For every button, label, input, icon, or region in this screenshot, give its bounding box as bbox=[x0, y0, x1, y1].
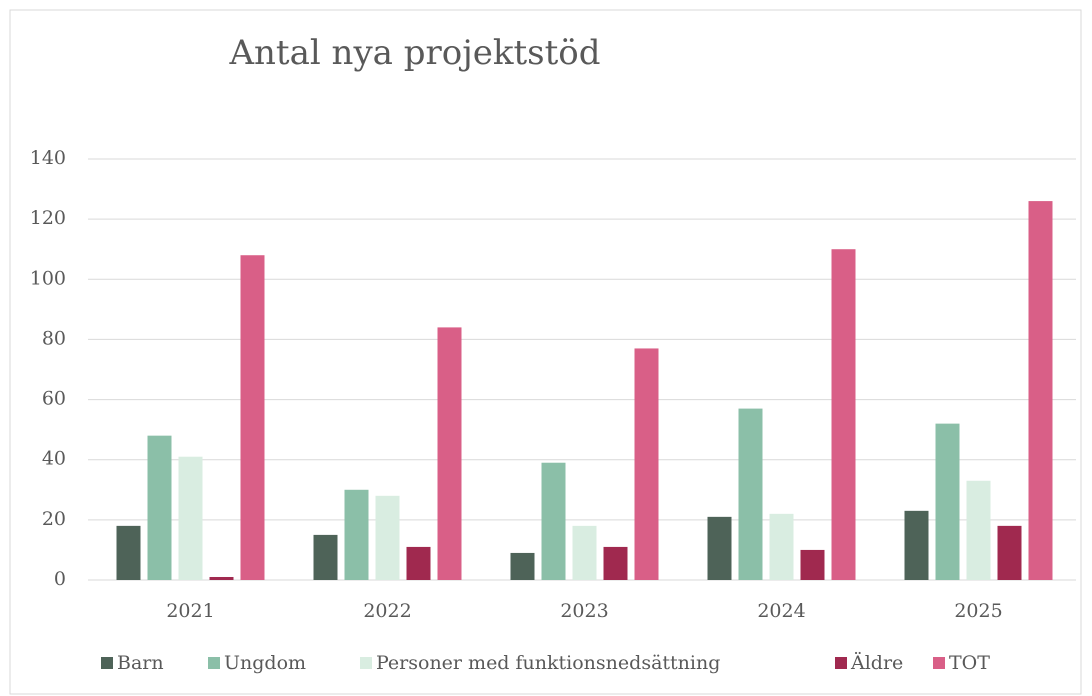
bar bbox=[769, 513, 794, 580]
y-tick-label: 120 bbox=[30, 207, 66, 229]
legend-label: Ungdom bbox=[224, 652, 306, 674]
y-tick-label: 0 bbox=[54, 568, 66, 590]
legend-label: TOT bbox=[949, 652, 990, 674]
y-tick-label: 80 bbox=[42, 327, 66, 349]
legend-swatch bbox=[835, 657, 847, 669]
legend-swatch bbox=[208, 657, 220, 669]
legend-label: Barn bbox=[117, 652, 164, 674]
x-tick-label: 2023 bbox=[560, 600, 608, 622]
bar bbox=[344, 489, 369, 580]
bar bbox=[707, 516, 732, 580]
bar bbox=[437, 327, 462, 580]
bar bbox=[116, 525, 141, 580]
bar bbox=[240, 255, 265, 580]
bar bbox=[147, 435, 172, 580]
y-tick-label: 20 bbox=[42, 508, 66, 530]
legend-label: Personer med funktionsnedsättning bbox=[376, 652, 720, 674]
bar bbox=[935, 423, 960, 580]
bar bbox=[541, 462, 566, 580]
x-tick-label: 2024 bbox=[757, 600, 805, 622]
bar bbox=[572, 525, 597, 580]
bar bbox=[634, 348, 659, 580]
bar bbox=[1028, 201, 1053, 580]
bar bbox=[738, 408, 763, 580]
bar bbox=[966, 480, 991, 580]
bar bbox=[603, 546, 628, 580]
bar bbox=[904, 510, 929, 580]
legend-swatch bbox=[360, 657, 372, 669]
bar bbox=[800, 549, 825, 580]
bar bbox=[375, 495, 400, 580]
bar bbox=[406, 546, 431, 580]
x-tick-label: 2021 bbox=[166, 600, 214, 622]
bar bbox=[510, 552, 535, 580]
y-tick-label: 100 bbox=[30, 267, 66, 289]
legend-swatch bbox=[101, 657, 113, 669]
x-tick-label: 2022 bbox=[363, 600, 411, 622]
y-tick-label: 140 bbox=[30, 147, 66, 169]
bar bbox=[178, 456, 203, 580]
bar bbox=[313, 534, 338, 580]
x-tick-label: 2025 bbox=[954, 600, 1002, 622]
bar bbox=[209, 576, 234, 580]
y-tick-label: 40 bbox=[42, 448, 66, 470]
chart-title: Antal nya projektstöd bbox=[228, 33, 600, 73]
bar bbox=[997, 525, 1022, 580]
legend-swatch bbox=[933, 657, 945, 669]
y-tick-label: 60 bbox=[42, 388, 66, 410]
bar bbox=[831, 249, 856, 580]
chart-border bbox=[9, 9, 1082, 695]
legend-label: Äldre bbox=[850, 651, 903, 674]
